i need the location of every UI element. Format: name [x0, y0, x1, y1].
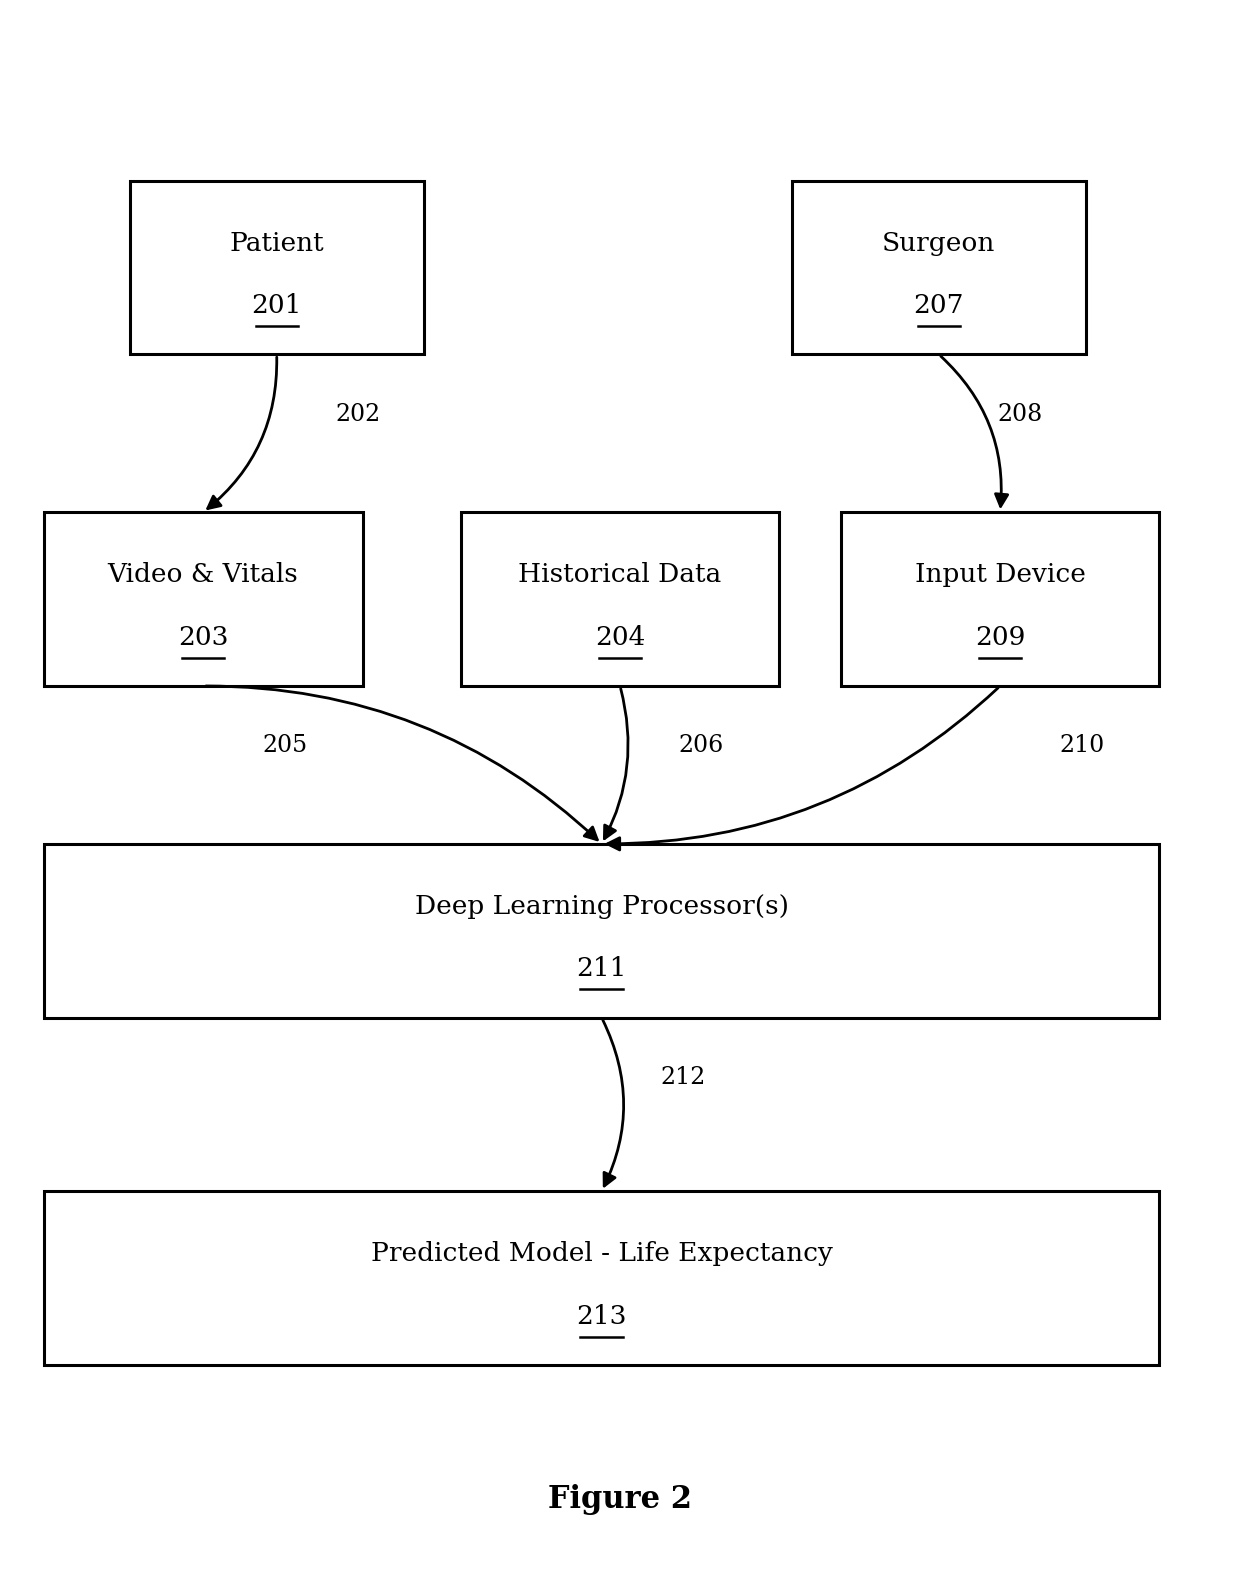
FancyArrowPatch shape — [941, 357, 1008, 507]
Text: Surgeon: Surgeon — [882, 231, 996, 256]
Text: 203: 203 — [177, 624, 228, 650]
Text: 213: 213 — [577, 1303, 627, 1329]
Bar — [460, 513, 780, 687]
Bar — [791, 180, 1086, 354]
Text: 204: 204 — [595, 624, 645, 650]
Text: 202: 202 — [336, 403, 381, 425]
Text: Video & Vitals: Video & Vitals — [108, 562, 299, 588]
Text: 206: 206 — [678, 734, 724, 757]
Text: Input Device: Input Device — [915, 562, 1085, 588]
FancyArrowPatch shape — [604, 688, 629, 838]
Text: Predicted Model - Life Expectancy: Predicted Model - Life Expectancy — [371, 1241, 832, 1266]
FancyArrowPatch shape — [207, 357, 277, 508]
Text: Deep Learning Processor(s): Deep Learning Processor(s) — [414, 894, 789, 919]
Bar — [841, 513, 1159, 687]
Text: Figure 2: Figure 2 — [548, 1483, 692, 1515]
Text: 201: 201 — [252, 293, 301, 319]
Text: 210: 210 — [1059, 734, 1104, 757]
Bar — [129, 180, 424, 354]
Text: 205: 205 — [262, 734, 308, 757]
FancyArrowPatch shape — [608, 688, 998, 851]
Text: Historical Data: Historical Data — [518, 562, 722, 588]
FancyArrowPatch shape — [206, 687, 598, 840]
Bar — [43, 844, 1159, 1018]
Text: 211: 211 — [577, 956, 626, 981]
Text: Patient: Patient — [229, 231, 324, 256]
Text: 207: 207 — [914, 293, 963, 319]
Text: 212: 212 — [661, 1066, 706, 1090]
Text: 208: 208 — [998, 403, 1043, 425]
Bar — [43, 1192, 1159, 1365]
FancyArrowPatch shape — [603, 1020, 624, 1187]
Text: 209: 209 — [975, 624, 1025, 650]
Bar — [43, 513, 362, 687]
